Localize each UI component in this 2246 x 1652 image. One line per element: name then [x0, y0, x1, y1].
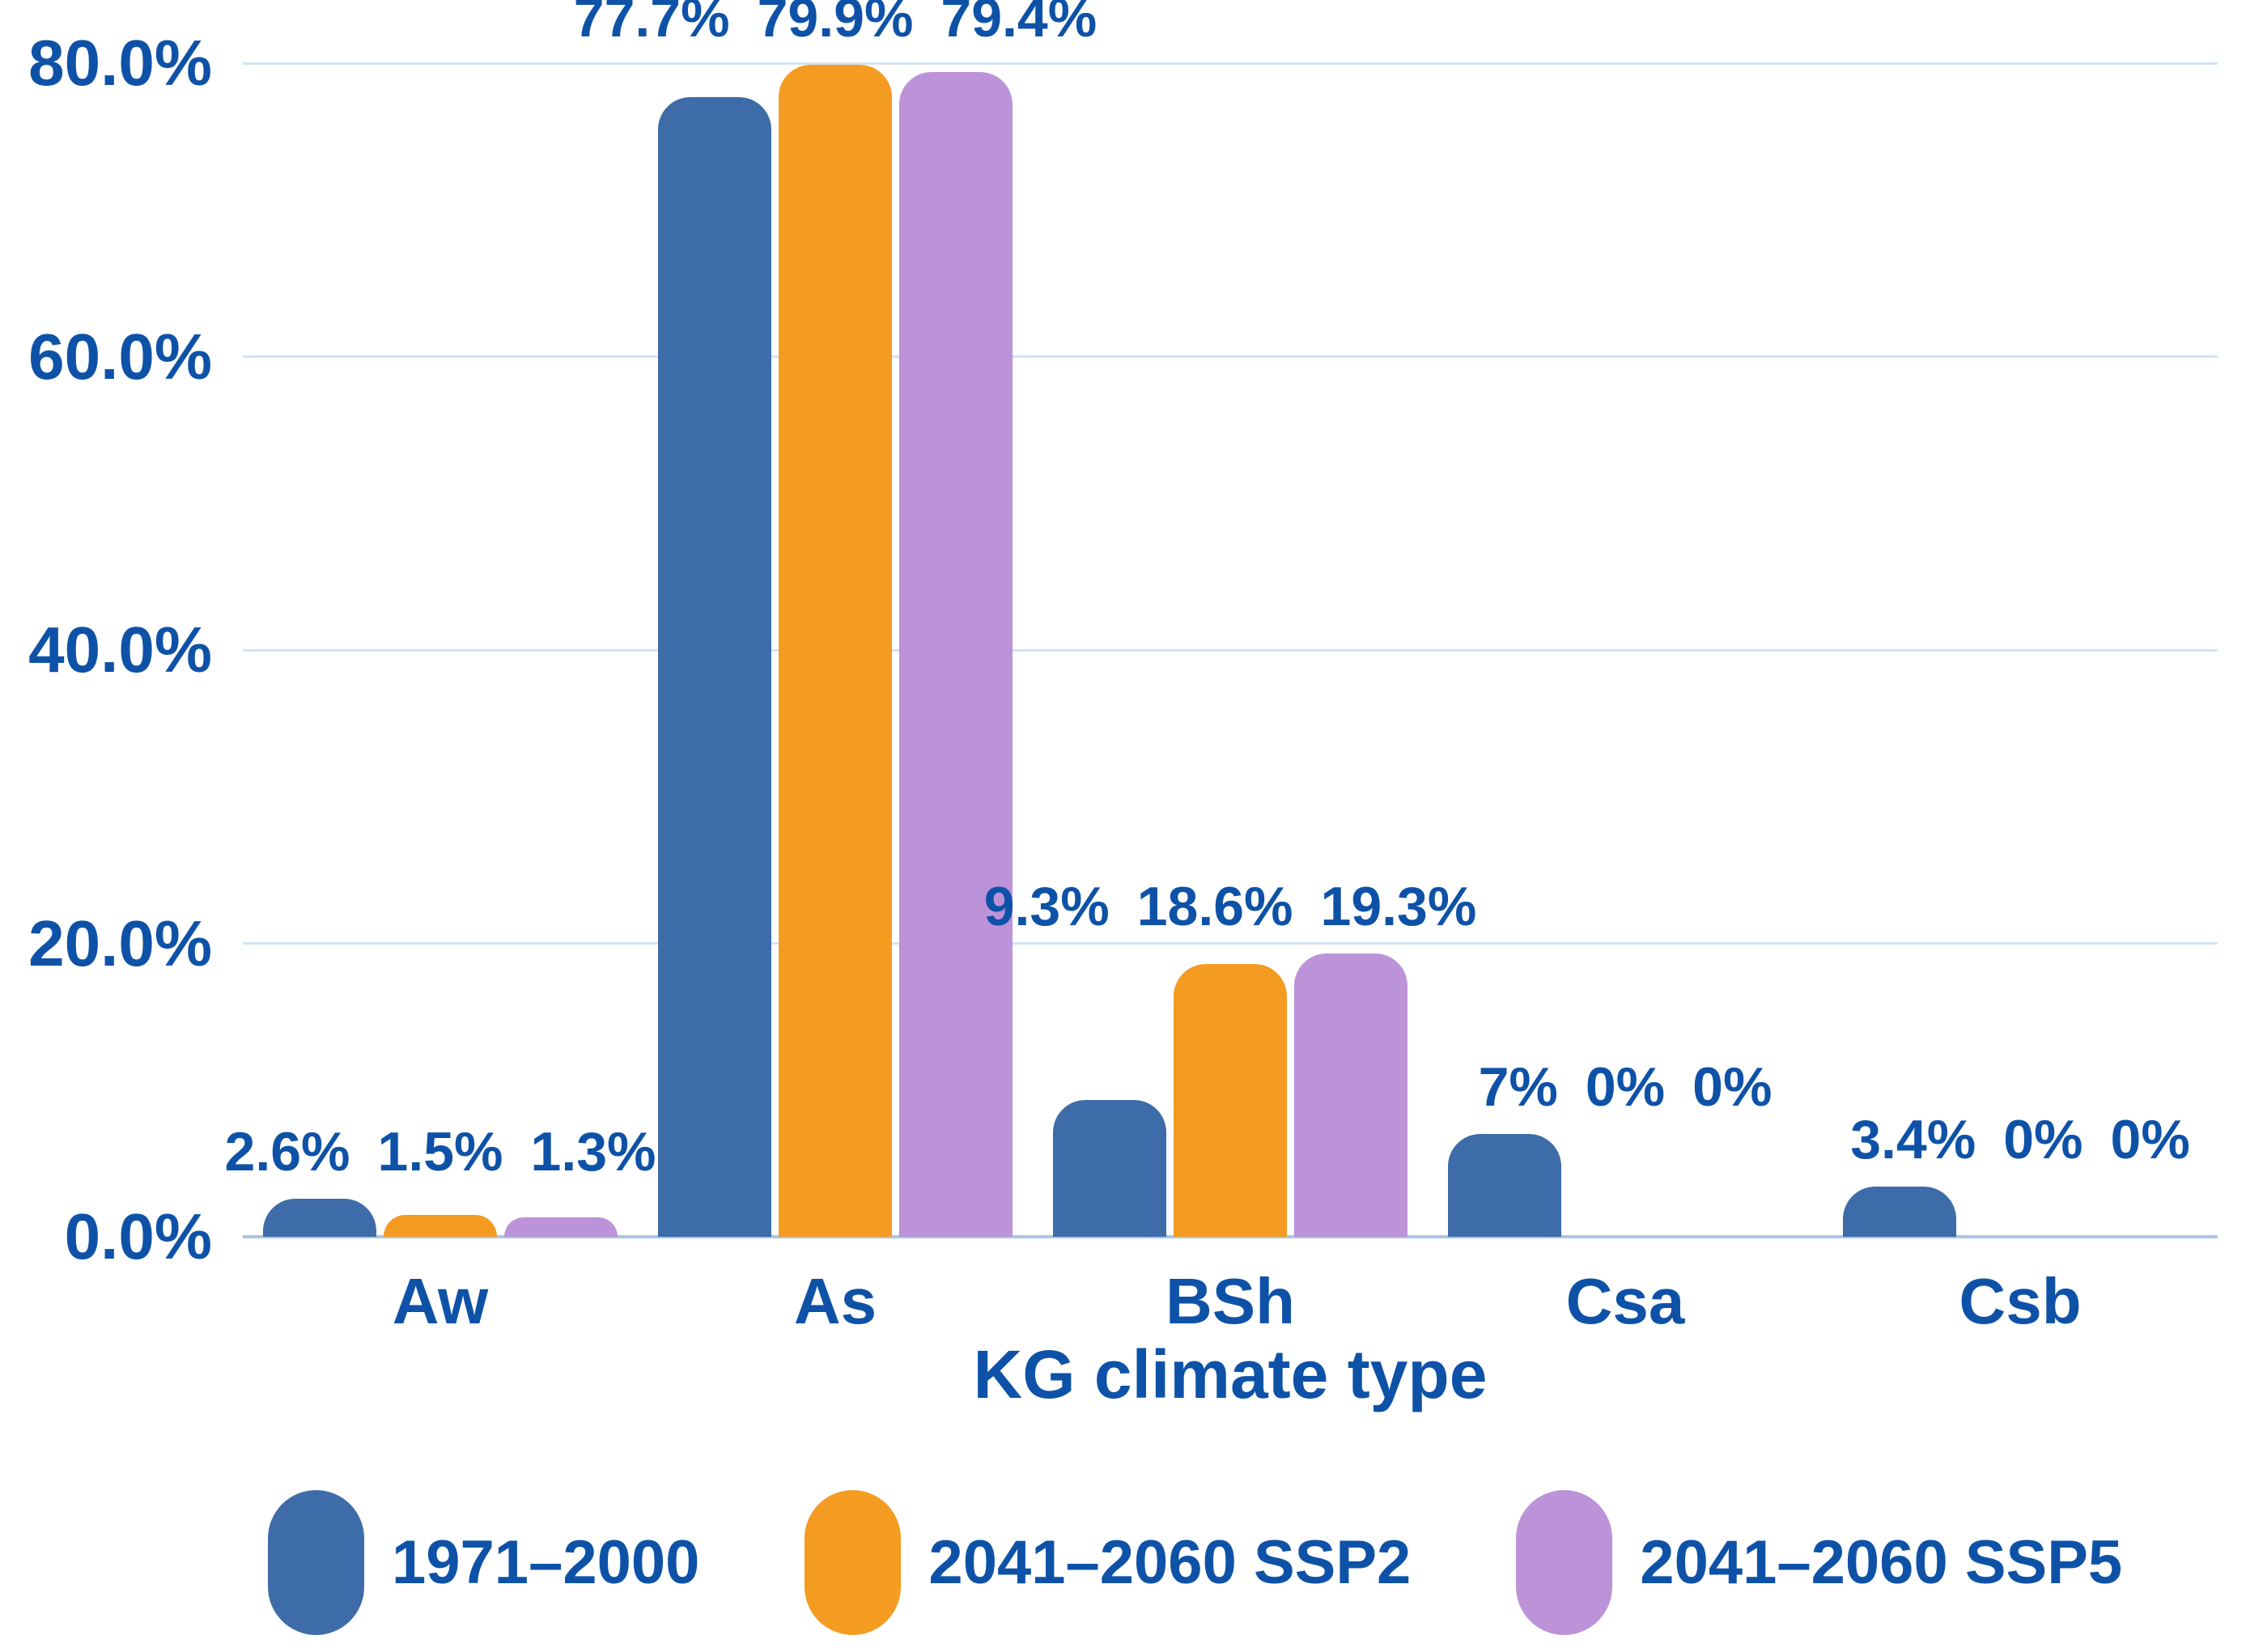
y-tick-label-20: 20.0% — [28, 907, 212, 979]
value-labels-as: 77.7% 79.9% 79.4% — [440, 0, 1230, 50]
legend-item-1971-2000: 1971–2000 — [268, 1490, 699, 1635]
value-label-csa-2041-2060-ssp5: 0% — [1692, 1056, 1773, 1118]
value-label-as-1971-2000: 77.7% — [573, 0, 730, 49]
value-label-csa-2041-2060-ssp2: 0% — [1585, 1056, 1666, 1118]
x-axis-title: KG climate type — [973, 1336, 1488, 1412]
bar-aw-2041-2060-ssp5 — [504, 1217, 618, 1237]
x-tick-label-csb: Csb — [1959, 1265, 2082, 1337]
bar-bsh-2041-2060-ssp5 — [1294, 953, 1407, 1237]
value-labels-csa: 7% 0% 0% — [1230, 1055, 2020, 1119]
value-label-csa-1971-2000: 7% — [1478, 1056, 1558, 1118]
bar-bsh-1971-2000 — [1053, 1100, 1166, 1237]
legend: 1971–2000 2041–2060 SSP2 2041–2060 SSP5 — [268, 1490, 2122, 1635]
value-label-as-2041-2060-ssp5: 79.4% — [940, 0, 1098, 49]
value-label-bsh-2041-2060-ssp2: 18.6% — [1136, 876, 1293, 937]
value-label-csb-1971-2000: 3.4% — [1850, 1109, 1976, 1170]
gridline-60 — [243, 355, 2218, 358]
legend-label-1971-2000: 1971–2000 — [392, 1528, 700, 1597]
gridline-40 — [243, 648, 2218, 652]
x-tick-label-bsh: BSh — [1165, 1265, 1295, 1337]
legend-item-2041-2060-ssp5: 2041–2060 SSP5 — [1516, 1490, 2122, 1635]
x-tick-label-as: As — [793, 1265, 877, 1337]
gridline-80 — [243, 62, 2218, 65]
value-label-bsh-2041-2060-ssp5: 19.3% — [1320, 876, 1477, 937]
x-tick-label-aw: Aw — [392, 1265, 489, 1337]
value-labels-csb: 3.4% 0% 0% — [1625, 1107, 2246, 1172]
value-label-aw-2041-2060-ssp5: 1.3% — [530, 1121, 656, 1183]
value-labels-bsh: 9.3% 18.6% 19.3% — [835, 874, 1625, 939]
x-tick-label-csa: Csa — [1565, 1265, 1685, 1337]
legend-label-2041-2060-ssp5: 2041–2060 SSP5 — [1640, 1528, 2123, 1597]
bar-csb-1971-2000 — [1843, 1187, 1956, 1237]
value-label-aw-1971-2000: 2.6% — [224, 1121, 350, 1183]
value-label-as-2041-2060-ssp2: 79.9% — [757, 0, 914, 49]
y-tick-label-60: 60.0% — [28, 320, 212, 393]
y-tick-label-80: 80.0% — [28, 27, 212, 99]
y-tick-label-40: 40.0% — [28, 614, 212, 686]
value-label-csb-2041-2060-ssp2: 0% — [2003, 1109, 2083, 1170]
value-label-csb-2041-2060-ssp5: 0% — [2110, 1109, 2190, 1170]
y-tick-label-0: 0.0% — [64, 1200, 212, 1272]
bar-as-1971-2000 — [658, 97, 771, 1237]
bar-csa-1971-2000 — [1448, 1134, 1561, 1237]
legend-swatch-2041-2060-ssp5 — [1516, 1490, 1613, 1635]
value-label-bsh-1971-2000: 9.3% — [983, 876, 1110, 937]
bar-aw-2041-2060-ssp2 — [384, 1215, 497, 1237]
x-axis-line — [243, 1235, 2218, 1238]
bar-as-2041-2060-ssp2 — [779, 65, 892, 1237]
value-labels-aw: 2.6% 1.5% 1.3% — [45, 1119, 835, 1184]
value-label-aw-2041-2060-ssp2: 1.5% — [377, 1121, 503, 1183]
legend-swatch-1971-2000 — [268, 1490, 364, 1635]
bar-aw-1971-2000 — [263, 1199, 376, 1237]
legend-item-2041-2060-ssp2: 2041–2060 SSP2 — [805, 1490, 1411, 1635]
bar-bsh-2041-2060-ssp2 — [1174, 964, 1287, 1237]
legend-swatch-2041-2060-ssp2 — [805, 1490, 902, 1635]
gridline-20 — [243, 942, 2218, 945]
legend-label-2041-2060-ssp2: 2041–2060 SSP2 — [928, 1528, 1412, 1597]
bar-as-2041-2060-ssp5 — [899, 72, 1013, 1237]
